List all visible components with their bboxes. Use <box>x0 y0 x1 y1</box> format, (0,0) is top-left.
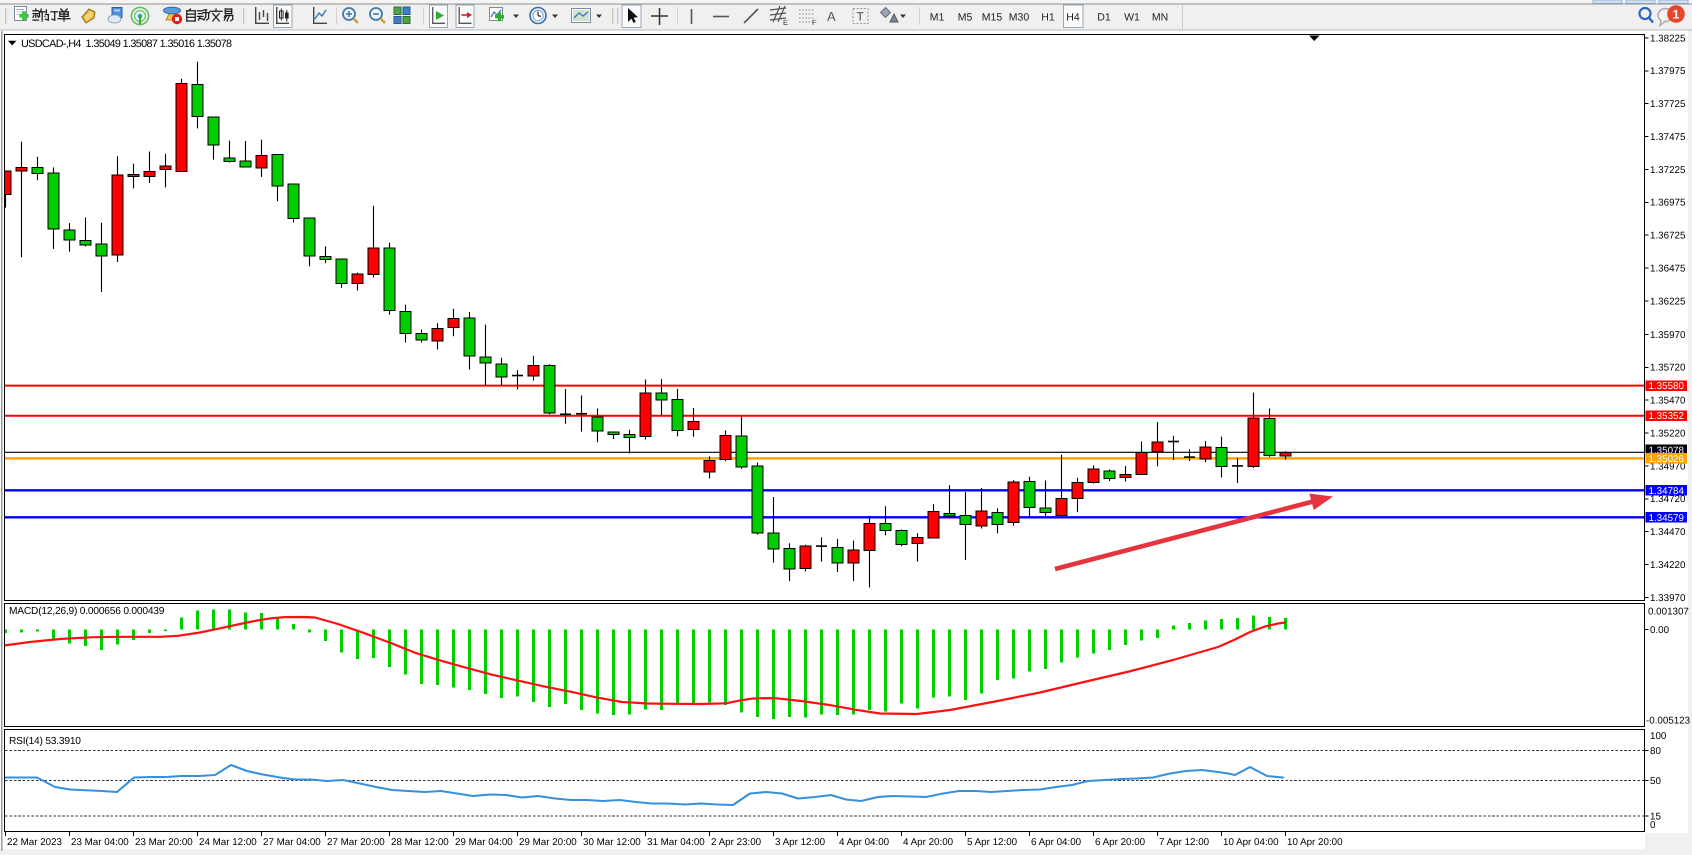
svg-text:2 Apr 23:00: 2 Apr 23:00 <box>711 837 762 848</box>
svg-text:29 Mar 20:00: 29 Mar 20:00 <box>519 837 577 848</box>
svg-text:100: 100 <box>1650 731 1667 742</box>
svg-text:15: 15 <box>1650 811 1661 822</box>
svg-text:1.35078: 1.35078 <box>1649 446 1685 457</box>
svg-text:M1: M1 <box>930 12 945 24</box>
svg-text:1.34470: 1.34470 <box>1650 527 1686 538</box>
svg-text:0.001307: 0.001307 <box>1648 607 1689 618</box>
svg-text:1.36475: 1.36475 <box>1650 263 1686 274</box>
svg-text:H4: H4 <box>1066 12 1080 24</box>
svg-text:USDCAD-,H4 1.35049 1.35087 1.: USDCAD-,H4 1.35049 1.35087 1.35016 1.350… <box>21 38 232 50</box>
svg-text:W1: W1 <box>1124 12 1140 24</box>
svg-text:1: 1 <box>1673 7 1680 21</box>
svg-text:10 Apr 20:00: 10 Apr 20:00 <box>1287 837 1343 848</box>
svg-text:5 Apr 12:00: 5 Apr 12:00 <box>967 837 1018 848</box>
svg-text:1.34784: 1.34784 <box>1649 486 1685 497</box>
svg-text:6 Apr 04:00: 6 Apr 04:00 <box>1031 837 1082 848</box>
svg-text:1.35220: 1.35220 <box>1650 428 1686 439</box>
svg-text:MACD(12,26,9) 0.000656 0.00043: MACD(12,26,9) 0.000656 0.000439 <box>9 606 165 617</box>
svg-text:E: E <box>783 18 788 27</box>
svg-text:23 Mar 04:00: 23 Mar 04:00 <box>71 837 129 848</box>
svg-text:27 Mar 20:00: 27 Mar 20:00 <box>327 837 385 848</box>
svg-text:50: 50 <box>1650 776 1661 787</box>
svg-text:RSI(14) 53.3910: RSI(14) 53.3910 <box>9 736 81 747</box>
svg-text:31 Mar 04:00: 31 Mar 04:00 <box>647 837 705 848</box>
svg-text:27 Mar 04:00: 27 Mar 04:00 <box>263 837 321 848</box>
svg-text:1.36725: 1.36725 <box>1650 231 1686 242</box>
svg-text:-0.005123: -0.005123 <box>1646 715 1691 726</box>
svg-text:1.35026: 1.35026 <box>1649 454 1685 465</box>
svg-text:M30: M30 <box>1009 12 1030 24</box>
svg-text:1.34970: 1.34970 <box>1650 461 1686 472</box>
svg-text:1.37975: 1.37975 <box>1650 66 1686 77</box>
svg-text:3 Apr 12:00: 3 Apr 12:00 <box>775 837 826 848</box>
svg-text:6 Apr 20:00: 6 Apr 20:00 <box>1095 837 1146 848</box>
svg-text:29 Mar 04:00: 29 Mar 04:00 <box>455 837 513 848</box>
svg-text:M15: M15 <box>982 12 1003 24</box>
svg-text:4 Apr 20:00: 4 Apr 20:00 <box>903 837 954 848</box>
svg-text:A: A <box>827 9 836 24</box>
svg-text:23 Mar 20:00: 23 Mar 20:00 <box>135 837 193 848</box>
svg-text:4 Apr 04:00: 4 Apr 04:00 <box>839 837 890 848</box>
svg-text:1.33970: 1.33970 <box>1650 593 1686 604</box>
svg-text:30 Mar 12:00: 30 Mar 12:00 <box>583 837 641 848</box>
svg-text:22 Mar 2023: 22 Mar 2023 <box>7 837 63 848</box>
svg-text:1.36225: 1.36225 <box>1650 296 1686 307</box>
svg-text:1.36975: 1.36975 <box>1650 198 1686 209</box>
svg-text:1.35352: 1.35352 <box>1649 411 1684 422</box>
svg-text:F: F <box>812 18 817 27</box>
svg-text:80: 80 <box>1650 746 1661 757</box>
svg-text:1.34579: 1.34579 <box>1649 513 1684 524</box>
svg-text:7 Apr 12:00: 7 Apr 12:00 <box>1159 837 1210 848</box>
svg-text:1.35720: 1.35720 <box>1650 363 1686 374</box>
svg-text:0: 0 <box>1650 820 1656 831</box>
svg-text:10 Apr 04:00: 10 Apr 04:00 <box>1223 837 1279 848</box>
svg-text:0.00: 0.00 <box>1650 625 1670 636</box>
svg-text:T: T <box>857 10 865 24</box>
svg-text:MN: MN <box>1152 12 1168 24</box>
svg-text:H1: H1 <box>1041 12 1055 24</box>
svg-text:24 Mar 12:00: 24 Mar 12:00 <box>199 837 257 848</box>
svg-text:1.35970: 1.35970 <box>1650 330 1686 341</box>
svg-text:1.37225: 1.37225 <box>1650 165 1686 176</box>
svg-text:1.35470: 1.35470 <box>1650 396 1686 407</box>
svg-text:1.37725: 1.37725 <box>1650 99 1686 110</box>
svg-text:D1: D1 <box>1097 12 1111 24</box>
svg-text:1.35580: 1.35580 <box>1649 381 1685 392</box>
svg-text:1.34720: 1.34720 <box>1650 494 1686 505</box>
svg-text:1.37475: 1.37475 <box>1650 132 1686 143</box>
svg-text:1.38225: 1.38225 <box>1650 33 1686 44</box>
svg-text:1.34220: 1.34220 <box>1650 560 1686 571</box>
svg-text:M5: M5 <box>958 12 973 24</box>
svg-text:28 Mar 12:00: 28 Mar 12:00 <box>391 837 449 848</box>
